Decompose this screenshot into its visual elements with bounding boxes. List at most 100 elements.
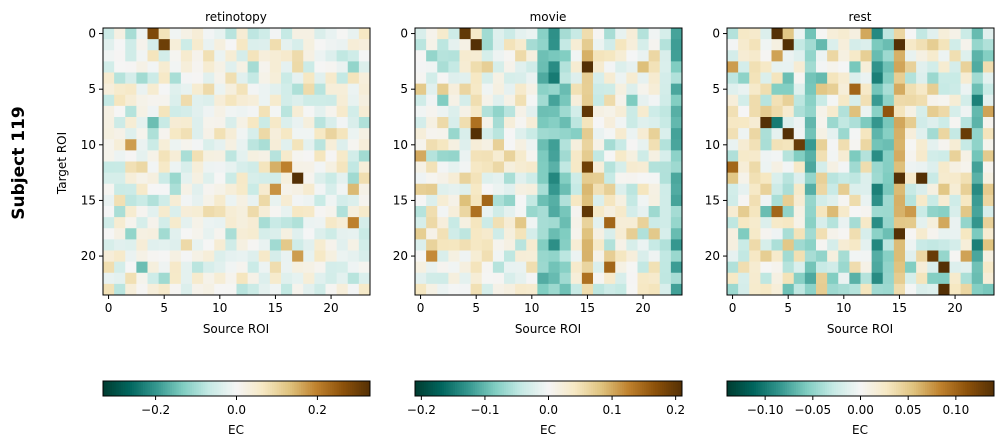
heatmap-cell: [114, 261, 126, 274]
heatmap-cell: [147, 128, 160, 140]
heatmap-cell: [827, 272, 839, 285]
heatmap-cell: [548, 161, 561, 174]
colorbar-segment: [189, 381, 193, 396]
colorbar-segment: [947, 381, 950, 396]
heatmap-cell: [938, 139, 950, 151]
heatmap-cell: [882, 39, 895, 51]
heatmap-cell: [615, 83, 627, 96]
heatmap-cell: [526, 172, 538, 185]
colorbar-segment: [278, 381, 282, 396]
heatmap-cell: [415, 94, 427, 107]
heatmap-cell: [114, 161, 126, 174]
heatmap-cell: [860, 183, 873, 196]
heatmap-cell: [426, 61, 438, 73]
heatmap-cell: [292, 50, 304, 62]
colorbar-segment: [962, 381, 966, 396]
colorbar-segment: [151, 381, 155, 396]
heatmap-cell: [236, 94, 249, 107]
heatmap-cell: [314, 39, 326, 51]
heatmap-cell: [738, 183, 750, 196]
heatmap-cell: [648, 161, 661, 174]
heatmap-cell: [448, 105, 460, 118]
heatmap-cell: [336, 172, 349, 185]
heatmap-cell: [615, 61, 627, 73]
heatmap-cell: [504, 272, 516, 285]
colorbar-segment: [283, 381, 286, 396]
colorbar-segment: [347, 381, 351, 396]
colorbar-segment: [853, 381, 857, 396]
heatmap-cell: [581, 39, 594, 51]
heatmap-cell: [905, 105, 917, 118]
colorbar-segment: [439, 381, 443, 396]
heatmap-cell: [303, 150, 315, 162]
heatmap-cell: [960, 139, 973, 151]
heatmap-cell: [537, 117, 549, 129]
colorbar-segment: [419, 381, 423, 396]
heatmap-cell: [838, 183, 850, 196]
heatmap-cell: [459, 28, 472, 40]
heatmap-cell: [827, 72, 839, 85]
heatmap-cell: [214, 72, 226, 85]
heatmap-cell: [258, 261, 271, 274]
heatmap-cell: [448, 217, 460, 229]
heatmap-cell: [804, 217, 817, 229]
heatmap-cell: [659, 117, 672, 129]
heatmap-cell: [426, 283, 438, 296]
heatmap-cell: [793, 28, 806, 40]
heatmap-cell: [782, 228, 795, 240]
heatmap-cell: [782, 105, 795, 118]
heatmap-cell: [136, 183, 148, 196]
heatmap-cell: [136, 72, 148, 85]
heatmap-cell: [816, 272, 828, 285]
heatmap-cell: [515, 105, 527, 118]
heatmap-cell: [648, 83, 661, 96]
heatmap-cell: [125, 272, 137, 285]
heatmap-cell: [281, 28, 293, 40]
heatmap-cell: [793, 128, 806, 140]
x-tick-label: 10: [212, 301, 227, 315]
heatmap-cell: [727, 150, 739, 162]
colorbar-segment: [428, 381, 431, 396]
colorbar-segment: [136, 381, 140, 396]
heatmap-cell: [960, 194, 973, 207]
heatmap-cell: [615, 117, 627, 129]
heatmap-cell: [358, 239, 371, 251]
heatmap-cell: [816, 217, 828, 229]
heatmap-cell: [225, 61, 237, 73]
colorbar-segment: [900, 381, 904, 396]
heatmap-cell: [804, 139, 817, 151]
heatmap-cell: [314, 239, 326, 251]
heatmap-cell: [860, 28, 873, 40]
heatmap-cell: [347, 72, 360, 85]
heatmap-cell: [670, 28, 683, 40]
heatmap-cell: [626, 39, 638, 51]
heatmap-cell: [648, 128, 661, 140]
heatmap-cell: [971, 283, 984, 296]
heatmap-cell: [125, 228, 137, 240]
heatmap-cell: [214, 194, 226, 207]
heatmap-cell: [905, 206, 917, 218]
colorbar-segment: [448, 381, 452, 396]
colorbar-segment: [459, 381, 463, 396]
heatmap-cell: [938, 261, 950, 274]
heatmap-cell: [793, 183, 806, 196]
heatmap-cell: [971, 228, 984, 240]
colorbar-segment: [492, 381, 496, 396]
heatmap-cell: [648, 261, 661, 274]
heatmap-cell: [615, 161, 627, 174]
heatmap-cell: [749, 206, 761, 218]
heatmap-cell: [180, 172, 193, 185]
heatmap-cell: [971, 261, 984, 274]
heatmap-cell: [782, 217, 795, 229]
heatmap-cell: [637, 28, 650, 40]
heatmap-cell: [336, 206, 349, 218]
colorbar-segment: [938, 381, 942, 396]
heatmap-cell: [336, 105, 349, 118]
heatmap-cell: [303, 72, 315, 85]
heatmap-cell: [771, 239, 784, 251]
heatmap-cell: [437, 117, 449, 129]
heatmap-cell: [492, 150, 505, 162]
heatmap-cell: [125, 128, 137, 140]
heatmap-cell: [492, 128, 505, 140]
